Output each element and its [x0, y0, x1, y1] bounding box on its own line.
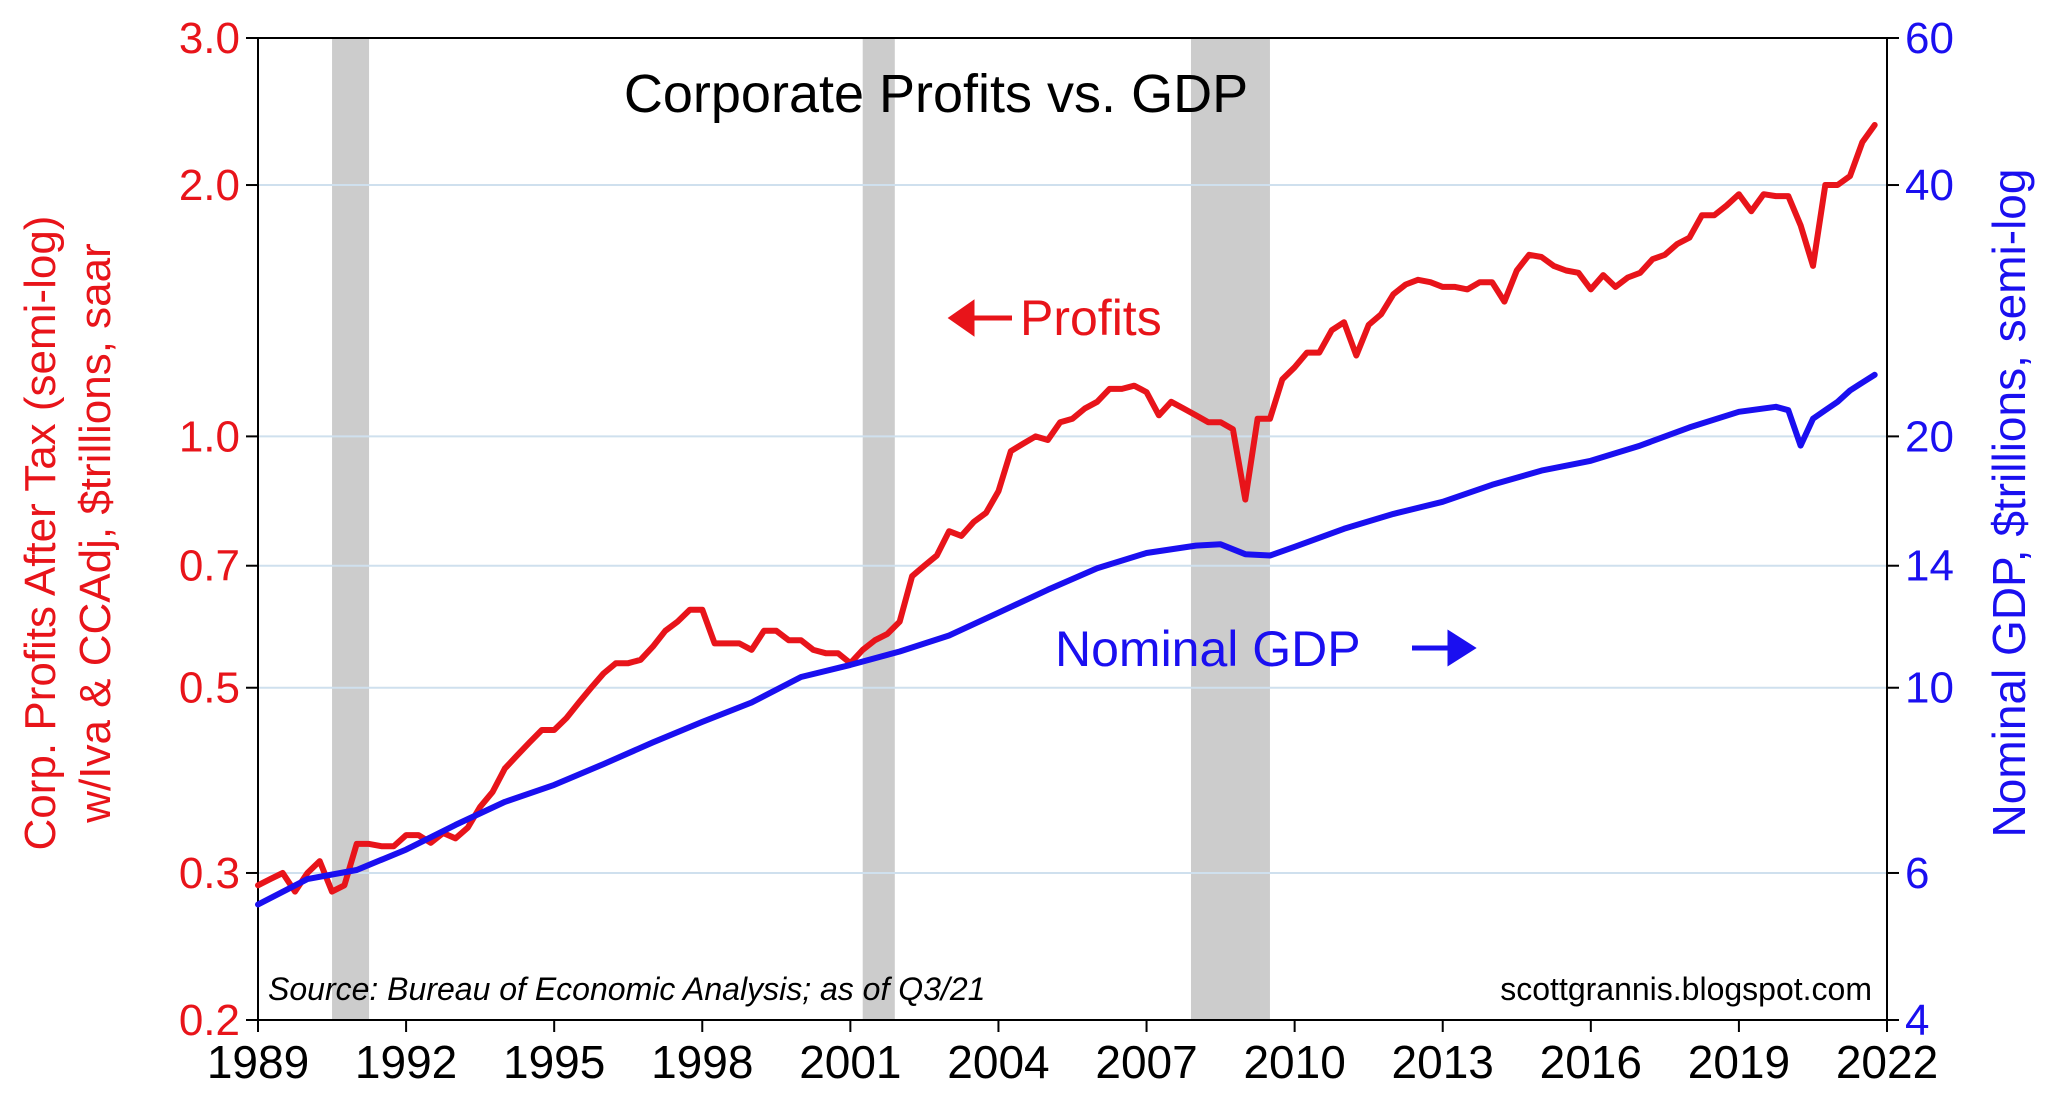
profits-label: Profits — [1020, 290, 1162, 346]
x-tick-label: 1998 — [651, 1036, 753, 1088]
profits-line — [255, 122, 1878, 895]
left-tick-label: 2.0 — [179, 161, 240, 210]
right-tick-label: 14 — [1905, 542, 1954, 591]
recession-band — [1190, 38, 1270, 1020]
left-tick-label: 0.7 — [179, 542, 240, 591]
x-tick-label: 2019 — [1688, 1036, 1790, 1088]
chart-title: Corporate Profits vs. GDP — [624, 64, 1248, 124]
recession-bands — [332, 38, 1270, 1020]
right-axis-label: Nominal GDP, $trillions, semi-log — [1983, 169, 2035, 838]
x-tick-label: 2013 — [1392, 1036, 1494, 1088]
gdp-line — [255, 371, 1878, 908]
x-tick-label: 2007 — [1095, 1036, 1197, 1088]
recession-band — [862, 38, 895, 1020]
right-tick-label: 10 — [1905, 664, 1954, 713]
right-arrow-icon — [1412, 629, 1477, 667]
left-tick-label: 3.0 — [179, 14, 240, 63]
right-tick-label: 40 — [1905, 161, 1954, 210]
profits-annotation: Profits — [947, 290, 1162, 346]
left-axis-label-line1: Corp. Profits After Tax (semi-log) — [16, 216, 65, 851]
right-tick-label: 60 — [1905, 14, 1954, 63]
right-tick-label: 20 — [1905, 412, 1954, 461]
plot-frame — [257, 37, 1888, 1021]
left-tick-label: 0.5 — [179, 664, 240, 713]
gridlines — [258, 184, 1887, 874]
gdp-label: Nominal GDP — [1055, 621, 1361, 677]
x-tick-label: 1992 — [355, 1036, 457, 1088]
right-tick-label: 6 — [1905, 849, 1929, 898]
series-lines — [255, 122, 1878, 908]
gdp-annotation: Nominal GDP — [1055, 621, 1477, 677]
x-tick-label: 2010 — [1243, 1036, 1345, 1088]
x-tick-label: 2016 — [1540, 1036, 1642, 1088]
left-tick-label: 0.2 — [179, 996, 240, 1045]
credit-note: scottgrannis.blogspot.com — [1500, 971, 1872, 1007]
right-tick-label: 4 — [1905, 996, 1929, 1045]
axis-ticks: 0.2 0.3 0.5 0.7 1.0 2.0 3.0 4 6 10 14 20 40 60 1989 199… — [179, 14, 1954, 1088]
left-tick-label: 1.0 — [179, 412, 240, 461]
left-tick-label: 0.3 — [179, 849, 240, 898]
x-tick-label: 2022 — [1836, 1036, 1938, 1088]
x-tick-label: 1989 — [207, 1036, 309, 1088]
x-tick-label: 1995 — [503, 1036, 605, 1088]
x-tick-label: 2001 — [799, 1036, 901, 1088]
x-tick-label: 2004 — [947, 1036, 1049, 1088]
left-arrow-icon — [947, 299, 1012, 337]
left-axis-label-line2: w/Iva & CCAdj, $trillions, saar — [71, 243, 120, 824]
source-note: Source: Bureau of Economic Analysis; as … — [268, 971, 985, 1007]
